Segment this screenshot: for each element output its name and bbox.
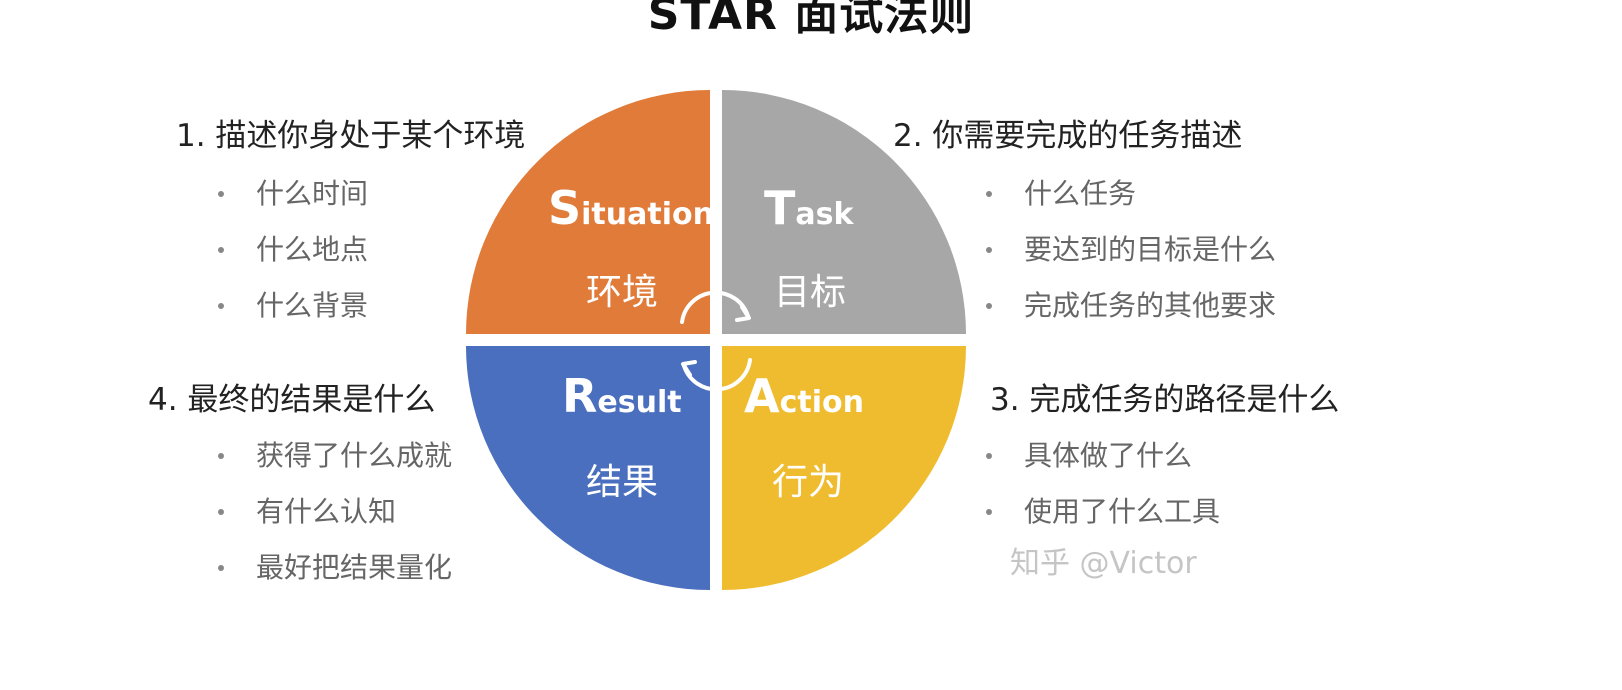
situation-initial: S bbox=[548, 181, 581, 235]
bullet-dot-icon bbox=[218, 247, 224, 253]
result-initial: R bbox=[562, 369, 597, 423]
watermark: 知乎 @Victor bbox=[1010, 546, 1197, 581]
bullet-dot-icon bbox=[218, 565, 224, 571]
action-quadrant bbox=[722, 346, 966, 590]
list-item: 获得了什么成就 bbox=[218, 428, 452, 484]
list-item-text: 什么地点 bbox=[256, 233, 369, 266]
list-item-text: 什么背景 bbox=[256, 289, 369, 322]
list-item: 具体做了什么 bbox=[986, 428, 1220, 484]
list-item-text: 具体做了什么 bbox=[1024, 439, 1193, 472]
result-cn: 结果 bbox=[586, 462, 658, 503]
list-item-text: 完成任务的其他要求 bbox=[1024, 289, 1277, 322]
page-title: STAR 面试法则 bbox=[647, 0, 975, 40]
situation-label: Situation bbox=[548, 181, 714, 235]
bullet-dot-icon bbox=[218, 191, 224, 197]
list-item-text: 什么任务 bbox=[1024, 177, 1137, 210]
list-item-text: 获得了什么成就 bbox=[256, 439, 453, 472]
list-item-text: 要达到的目标是什么 bbox=[1024, 233, 1277, 266]
bullet-dot-icon bbox=[986, 247, 992, 253]
list-item: 完成任务的其他要求 bbox=[986, 278, 1276, 334]
task-list: 什么任务 要达到的目标是什么 完成任务的其他要求 bbox=[986, 166, 1276, 334]
action-rest: ction bbox=[780, 385, 864, 420]
list-item: 什么时间 bbox=[218, 166, 368, 222]
list-item: 什么背景 bbox=[218, 278, 368, 334]
situation-rest: ituation bbox=[581, 197, 714, 232]
situation-list: 什么时间 什么地点 什么背景 bbox=[218, 166, 368, 334]
cycle-arrows-icon bbox=[680, 290, 752, 392]
bullet-dot-icon bbox=[986, 303, 992, 309]
list-item-text: 什么时间 bbox=[256, 177, 369, 210]
action-cn: 行为 bbox=[772, 462, 844, 503]
result-quadrant bbox=[466, 346, 710, 590]
bullet-dot-icon bbox=[218, 509, 224, 515]
bullet-dot-icon bbox=[986, 509, 992, 515]
action-heading: 3. 完成任务的路径是什么 bbox=[990, 382, 1340, 418]
result-heading: 4. 最终的结果是什么 bbox=[148, 382, 436, 418]
list-item-text: 有什么认知 bbox=[256, 495, 397, 528]
situation-cn: 环境 bbox=[586, 272, 658, 313]
bullet-dot-icon bbox=[218, 303, 224, 309]
list-item-text: 使用了什么工具 bbox=[1024, 495, 1221, 528]
list-item: 什么地点 bbox=[218, 222, 368, 278]
task-rest: ask bbox=[795, 197, 854, 232]
list-item: 最好把结果量化 bbox=[218, 540, 452, 596]
task-label: Task bbox=[764, 181, 854, 235]
action-list: 具体做了什么 使用了什么工具 bbox=[986, 428, 1220, 540]
action-initial: A bbox=[744, 369, 780, 423]
bullet-dot-icon bbox=[218, 453, 224, 459]
list-item: 什么任务 bbox=[986, 166, 1276, 222]
task-quadrant bbox=[722, 90, 966, 334]
result-list: 获得了什么成就 有什么认知 最好把结果量化 bbox=[218, 428, 452, 596]
list-item: 要达到的目标是什么 bbox=[986, 222, 1276, 278]
situation-heading: 1. 描述你身处于某个环境 bbox=[176, 118, 526, 154]
bullet-dot-icon bbox=[986, 453, 992, 459]
task-cn: 目标 bbox=[774, 272, 846, 313]
list-item: 使用了什么工具 bbox=[986, 484, 1220, 540]
task-heading: 2. 你需要完成的任务描述 bbox=[893, 118, 1243, 154]
result-label: Result bbox=[562, 369, 682, 423]
situation-quadrant bbox=[466, 90, 710, 334]
list-item: 有什么认知 bbox=[218, 484, 452, 540]
task-initial: T bbox=[764, 181, 796, 235]
result-rest: esult bbox=[597, 385, 681, 420]
list-item-text: 最好把结果量化 bbox=[256, 551, 453, 584]
action-label: Action bbox=[744, 369, 864, 423]
bullet-dot-icon bbox=[986, 191, 992, 197]
